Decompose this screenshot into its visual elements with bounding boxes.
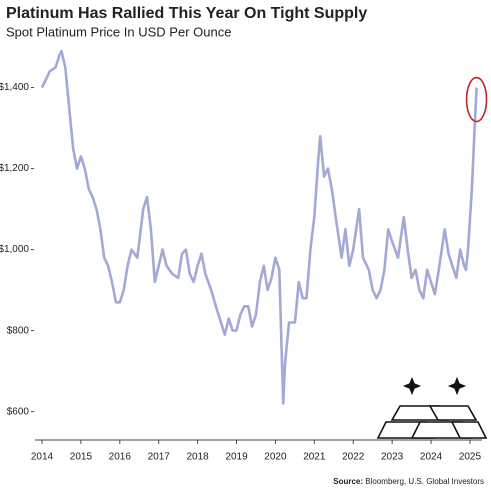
chart-subtitle: Spot Platinum Price In USD Per Ounce: [6, 24, 231, 39]
y-tick-label: $600: [7, 406, 30, 417]
gold-bars-icon: [376, 376, 488, 439]
x-tick-label: 2025: [459, 452, 482, 463]
x-tick-label: 2017: [148, 452, 171, 463]
source-note: Source: Bloomberg, U.S. Global Investors: [333, 477, 484, 486]
x-tick-label: 2015: [70, 452, 93, 463]
x-tick-label: 2022: [342, 452, 365, 463]
source-text: Bloomberg, U.S. Global Investors: [365, 477, 484, 486]
x-tick-label: 2020: [264, 452, 287, 463]
x-tick-label: 2016: [109, 452, 132, 463]
x-tick-label: 2021: [303, 452, 326, 463]
source-label: Source:: [333, 477, 363, 486]
x-tick-label: 2024: [420, 452, 443, 463]
y-tick-label: $800: [7, 325, 30, 336]
price-line: [40, 49, 478, 405]
y-tick-label: $1,000: [0, 244, 29, 255]
x-tick-label: 2018: [186, 452, 209, 463]
x-tick-label: 2014: [31, 452, 54, 463]
y-tick-label: $1,400: [0, 82, 29, 93]
y-tick-label: $1,200: [0, 163, 29, 174]
x-tick-label: 2019: [225, 452, 248, 463]
chart-title: Platinum Has Rallied This Year On Tight …: [6, 5, 367, 22]
x-tick-label: 2023: [381, 452, 404, 463]
highlight-circle: [465, 76, 488, 123]
